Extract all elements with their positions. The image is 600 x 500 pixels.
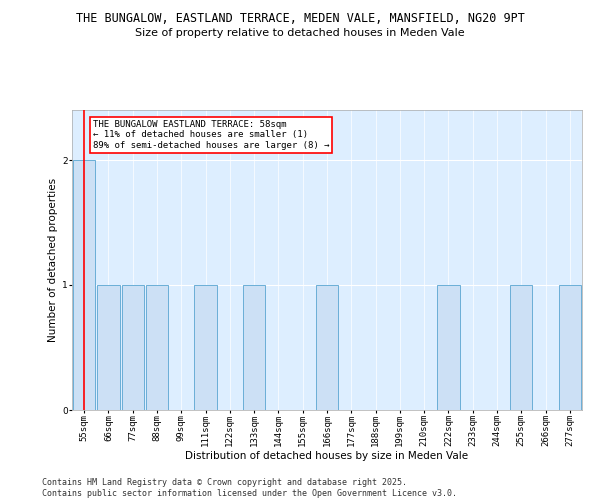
Bar bbox=[316, 285, 338, 410]
Bar bbox=[146, 285, 168, 410]
Bar bbox=[510, 285, 532, 410]
Y-axis label: Number of detached properties: Number of detached properties bbox=[48, 178, 58, 342]
Text: Size of property relative to detached houses in Meden Vale: Size of property relative to detached ho… bbox=[135, 28, 465, 38]
Text: THE BUNGALOW EASTLAND TERRACE: 58sqm
← 11% of detached houses are smaller (1)
89: THE BUNGALOW EASTLAND TERRACE: 58sqm ← 1… bbox=[92, 120, 329, 150]
Bar bbox=[122, 285, 144, 410]
Text: Contains HM Land Registry data © Crown copyright and database right 2025.
Contai: Contains HM Land Registry data © Crown c… bbox=[42, 478, 457, 498]
X-axis label: Distribution of detached houses by size in Meden Vale: Distribution of detached houses by size … bbox=[185, 450, 469, 460]
Bar bbox=[97, 285, 119, 410]
Bar bbox=[73, 160, 95, 410]
Bar bbox=[437, 285, 460, 410]
Bar bbox=[194, 285, 217, 410]
Bar bbox=[559, 285, 581, 410]
Text: THE BUNGALOW, EASTLAND TERRACE, MEDEN VALE, MANSFIELD, NG20 9PT: THE BUNGALOW, EASTLAND TERRACE, MEDEN VA… bbox=[76, 12, 524, 26]
Bar bbox=[243, 285, 265, 410]
